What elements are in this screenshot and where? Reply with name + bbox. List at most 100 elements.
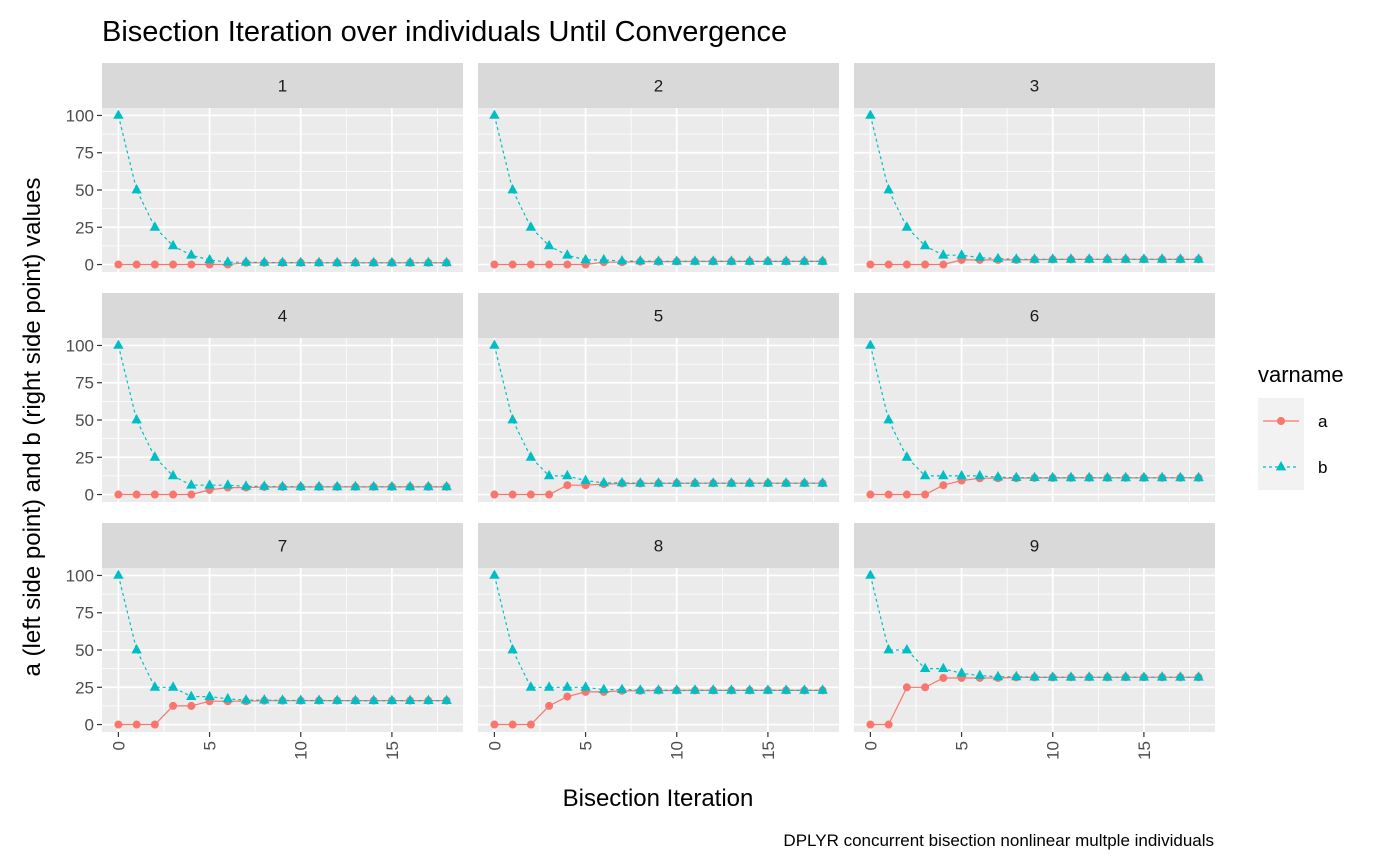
y-tick-label: 75 <box>75 604 94 623</box>
data-point-a <box>921 683 930 692</box>
grid-lines <box>478 568 839 732</box>
data-point-b <box>974 251 985 261</box>
data-point-b <box>671 684 682 694</box>
data-point-a <box>508 720 517 729</box>
data-point-b <box>149 221 161 231</box>
data-point-b <box>901 644 913 654</box>
data-point-b <box>149 451 161 461</box>
data-point-b <box>1065 671 1077 681</box>
y-tick-label: 75 <box>75 374 94 393</box>
legend-key-marker <box>1277 417 1285 425</box>
data-point-b <box>277 256 288 266</box>
facet-strip <box>854 523 1215 568</box>
data-point-b <box>313 480 325 491</box>
data-point-b <box>131 414 142 424</box>
x-tick-label: 5 <box>953 741 972 750</box>
data-point-b <box>689 255 701 265</box>
data-point-b <box>580 474 591 484</box>
y-tick-label: 0 <box>85 256 94 275</box>
data-point-b <box>580 253 591 264</box>
series-b <box>865 109 1204 263</box>
x-tick-label: 15 <box>1135 741 1154 760</box>
data-point-a <box>902 683 911 692</box>
data-point-b <box>956 667 967 677</box>
data-point-a <box>884 490 893 499</box>
data-point-b <box>653 684 664 694</box>
data-point-b <box>1047 671 1058 681</box>
data-point-b <box>616 683 628 693</box>
data-point-b <box>708 684 719 694</box>
data-point-b <box>240 694 252 704</box>
data-point-b <box>1011 670 1022 681</box>
x-tick-label: 5 <box>577 741 596 750</box>
data-point-a <box>169 260 178 269</box>
data-point-a <box>114 260 123 269</box>
data-point-b <box>222 256 233 266</box>
data-point-b <box>1138 253 1150 263</box>
facet-strip <box>102 523 463 568</box>
data-point-b <box>1102 253 1113 263</box>
data-point-b <box>489 109 500 119</box>
data-point-b <box>919 239 931 250</box>
data-point-b <box>799 255 810 265</box>
data-point-b <box>1193 471 1204 482</box>
data-point-b <box>332 694 343 704</box>
facet-panel-8: 8 0 5 10 15 <box>478 523 839 760</box>
data-point-a <box>526 260 535 269</box>
data-point-b <box>1029 471 1040 481</box>
series-b <box>865 569 1204 681</box>
data-point-b <box>507 184 518 194</box>
data-point-b <box>635 255 646 265</box>
data-point-b <box>780 255 792 265</box>
data-point-a <box>563 260 572 269</box>
data-point-b <box>313 256 325 267</box>
y-axis-title: a (left side point) and b (right side po… <box>19 178 46 677</box>
facet-strip-label: 6 <box>1030 307 1039 326</box>
x-tick-label: 15 <box>383 741 402 760</box>
data-point-a <box>508 260 517 269</box>
data-point-b <box>113 339 124 349</box>
data-point-b <box>404 256 416 267</box>
data-point-b <box>938 662 949 672</box>
data-point-b <box>689 477 701 487</box>
data-point-a <box>921 490 930 499</box>
data-point-b <box>744 255 755 265</box>
legend-item-a: a <box>1258 398 1328 444</box>
y-tick-label: 25 <box>75 448 94 467</box>
data-point-b <box>726 477 737 487</box>
grid-lines <box>102 568 463 732</box>
data-point-a <box>187 260 196 269</box>
data-point-b <box>131 184 142 194</box>
data-point-b <box>562 681 573 691</box>
data-point-b <box>543 469 555 480</box>
data-point-b <box>350 694 361 704</box>
data-point-a <box>187 490 196 499</box>
data-point-a <box>132 260 141 269</box>
data-point-b <box>799 477 810 487</box>
data-point-b <box>1084 471 1095 482</box>
data-point-b <box>974 669 985 679</box>
data-point-b <box>167 239 179 250</box>
facet-strip-label: 4 <box>278 307 287 326</box>
series-b <box>489 339 828 487</box>
data-point-a <box>939 481 948 490</box>
grid-lines <box>478 338 839 502</box>
data-point-b <box>744 684 755 694</box>
data-point-a <box>902 260 911 269</box>
data-point-b <box>543 681 555 691</box>
data-point-b <box>186 690 197 700</box>
data-point-a <box>884 720 893 729</box>
data-point-b <box>865 339 876 349</box>
facet-strip-label: 1 <box>278 77 287 96</box>
data-point-b <box>368 480 379 491</box>
data-point-b <box>1029 671 1040 681</box>
facet-strip <box>478 63 839 108</box>
data-point-b <box>525 451 537 461</box>
facet-strip <box>854 63 1215 108</box>
y-tick-label: 0 <box>85 486 94 505</box>
data-point-b <box>350 480 361 491</box>
data-point-b <box>865 109 876 119</box>
data-point-a <box>563 481 572 490</box>
facet-strip-label: 7 <box>278 537 287 556</box>
